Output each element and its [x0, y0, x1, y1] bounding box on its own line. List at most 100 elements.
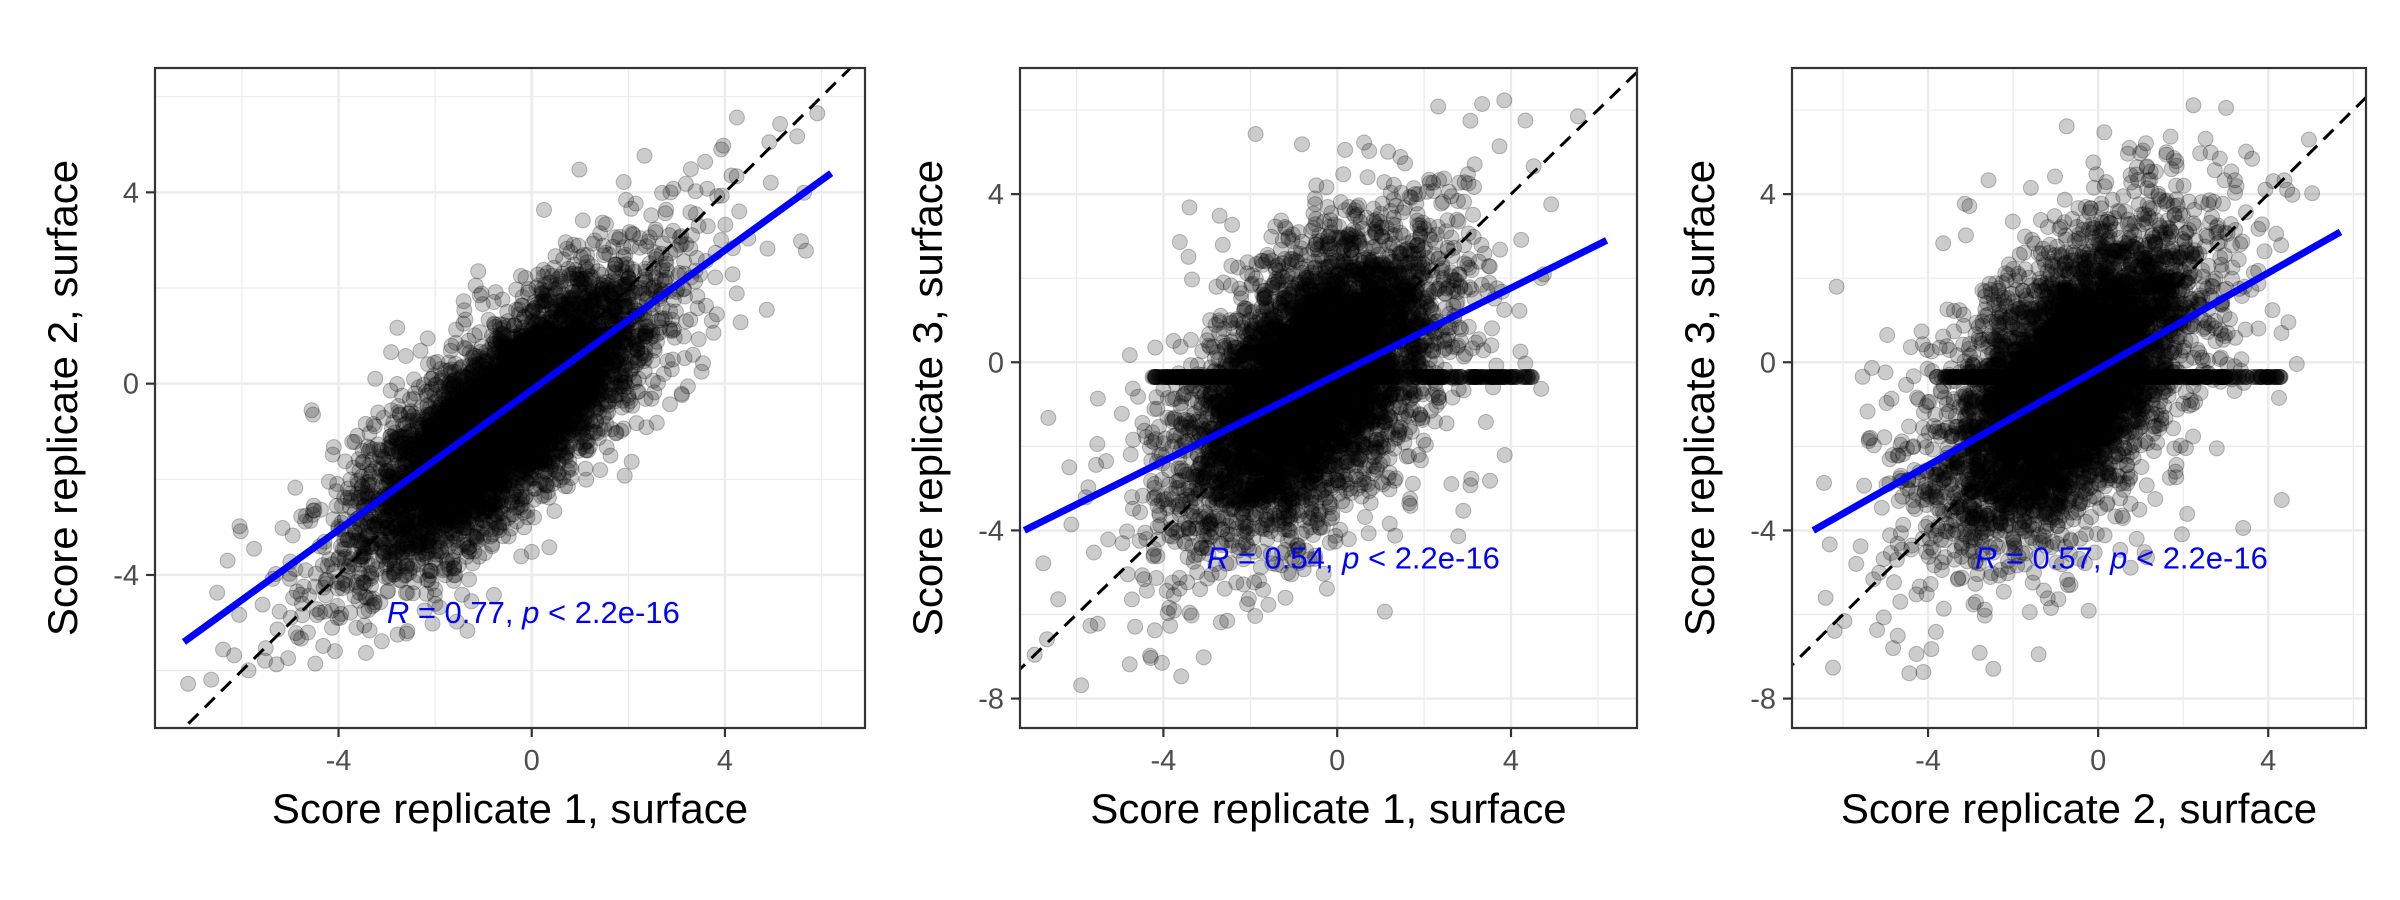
data-point	[508, 338, 525, 354]
data-point	[561, 459, 578, 476]
data-point	[389, 319, 406, 336]
data-point	[519, 461, 536, 478]
data-point	[635, 285, 652, 302]
data-point	[501, 380, 518, 397]
data-point	[401, 391, 418, 408]
data-point	[535, 423, 551, 440]
data-point	[425, 492, 441, 509]
data-point	[449, 518, 466, 534]
data-point	[426, 354, 443, 371]
data-point	[450, 460, 467, 477]
data-point	[535, 325, 552, 342]
data-point	[560, 438, 577, 455]
data-point	[416, 440, 433, 457]
data-point	[460, 543, 477, 560]
data-point	[293, 595, 310, 612]
data-point	[676, 350, 693, 367]
data-point	[522, 361, 539, 377]
data-point	[441, 410, 458, 427]
data-point	[759, 240, 776, 257]
data-point	[435, 509, 452, 526]
data-point	[498, 335, 515, 352]
data-point	[219, 552, 236, 569]
data-point	[690, 331, 707, 348]
data-point	[295, 578, 312, 595]
data-point	[615, 174, 632, 190]
data-point	[564, 407, 581, 424]
data-point	[435, 431, 452, 448]
data-point	[772, 116, 789, 132]
data-point	[500, 313, 517, 330]
data-point	[551, 335, 568, 352]
data-point	[556, 408, 573, 425]
data-point	[498, 369, 515, 386]
data-point	[526, 411, 543, 428]
data-point	[492, 332, 509, 349]
data-point	[567, 408, 584, 425]
data-point	[510, 358, 527, 375]
data-point	[528, 336, 545, 353]
data-point	[254, 596, 271, 613]
data-point	[541, 388, 558, 405]
data-point	[565, 338, 582, 355]
data-point	[592, 462, 609, 479]
data-point	[495, 467, 511, 484]
data-point	[570, 369, 587, 386]
data-point	[502, 371, 519, 388]
data-point	[307, 655, 324, 672]
data-point	[470, 402, 487, 419]
data-point	[395, 427, 412, 444]
data-point	[631, 239, 648, 256]
data-point	[594, 214, 611, 231]
data-point	[328, 483, 345, 500]
data-point	[496, 335, 512, 352]
data-point	[532, 414, 549, 431]
data-point	[567, 309, 584, 326]
data-point	[644, 352, 661, 369]
data-point	[412, 342, 429, 359]
data-point	[340, 532, 356, 549]
data-point	[562, 416, 579, 433]
data-point	[569, 271, 586, 288]
data-point	[595, 344, 611, 361]
data-point	[460, 387, 477, 404]
data-point	[462, 484, 479, 501]
data-point	[442, 361, 459, 378]
data-point	[284, 527, 301, 544]
data-point	[462, 452, 479, 469]
data-point	[574, 212, 591, 229]
data-point	[480, 367, 497, 384]
data-point	[215, 641, 232, 658]
data-point	[552, 296, 569, 313]
data-point	[461, 392, 478, 409]
data-point	[575, 379, 592, 396]
data-point	[375, 409, 392, 426]
data-point	[382, 382, 399, 399]
data-point	[605, 272, 622, 289]
data-point	[653, 262, 670, 279]
data-point	[688, 249, 705, 266]
data-point	[525, 491, 542, 508]
data-point	[467, 394, 484, 411]
data-point	[541, 539, 558, 556]
data-point	[544, 415, 561, 432]
data-point	[367, 370, 384, 387]
data-point	[717, 216, 734, 233]
data-point	[541, 396, 557, 413]
data-point	[498, 328, 515, 345]
data-point	[645, 372, 661, 389]
data-point	[287, 479, 304, 496]
data-point	[530, 336, 547, 353]
data-point	[484, 480, 501, 496]
data-point	[637, 338, 654, 355]
data-point	[407, 385, 423, 402]
data-point	[519, 448, 536, 465]
data-point	[724, 266, 741, 283]
data-point	[274, 520, 291, 536]
data-point	[358, 644, 374, 661]
data-point	[497, 420, 514, 437]
data-point	[337, 453, 354, 470]
data-point	[528, 279, 545, 296]
data-point	[486, 383, 503, 400]
